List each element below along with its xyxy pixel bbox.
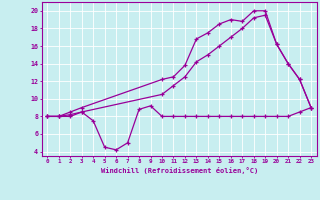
X-axis label: Windchill (Refroidissement éolien,°C): Windchill (Refroidissement éolien,°C)	[100, 167, 258, 174]
